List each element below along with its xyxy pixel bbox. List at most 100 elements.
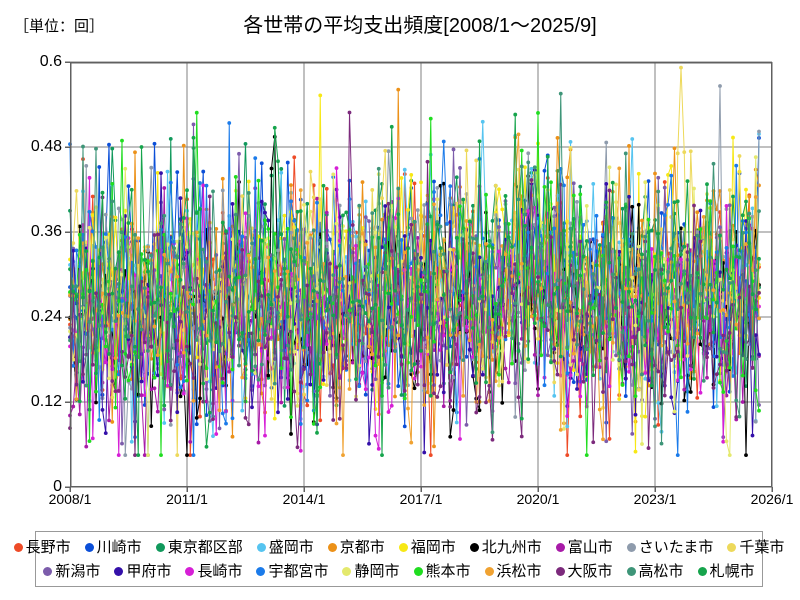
legend-item[interactable]: 千葉市 (727, 538, 784, 556)
y-axis-tick-label: 0.48 (30, 138, 62, 155)
series-marker (90, 213, 95, 217)
series-marker (279, 348, 284, 353)
legend-item[interactable]: 大阪市 (555, 562, 613, 580)
legend-item[interactable]: 長野市 (13, 538, 71, 556)
series-marker (94, 389, 98, 394)
series-marker (571, 193, 576, 198)
series-marker (243, 273, 248, 278)
series-marker (493, 183, 498, 188)
legend-item[interactable]: 宇都宮市 (256, 562, 328, 580)
series-marker (464, 219, 469, 223)
legend-marker-icon (626, 542, 636, 552)
series-marker (419, 255, 423, 260)
legend-item[interactable]: 浜松市 (484, 562, 542, 580)
series-marker (103, 360, 108, 365)
legend-item[interactable]: さいたま市 (626, 538, 713, 556)
series-marker (94, 291, 98, 296)
series-marker (714, 235, 719, 240)
legend-item[interactable]: 川崎市 (84, 538, 142, 556)
series-marker (558, 354, 563, 359)
series-marker (458, 311, 462, 315)
series-marker (627, 305, 631, 310)
series-marker (198, 181, 202, 185)
legend-item[interactable]: 富山市 (555, 538, 613, 556)
series-marker (438, 224, 443, 229)
series-marker (558, 91, 563, 96)
series-group (68, 65, 761, 458)
series-marker (620, 330, 625, 335)
series-marker (347, 387, 352, 391)
series-marker (367, 355, 371, 360)
series-marker (331, 273, 336, 278)
legend-item[interactable]: 福岡市 (398, 538, 456, 556)
series-marker (656, 175, 661, 180)
series-marker (419, 278, 423, 282)
series-marker (669, 306, 674, 311)
series-marker (175, 274, 180, 279)
series-marker (432, 391, 436, 396)
legend-item[interactable]: 甲府市 (114, 562, 171, 580)
series-marker (113, 266, 118, 271)
series-marker (263, 277, 267, 282)
legend-row-2: 新潟市 甲府市 長崎市 宇都宮市 静岡市 熊本市 浜松市 大阪市 高松市 札幌市 (36, 559, 762, 583)
series-marker (217, 426, 222, 431)
legend-item[interactable]: 札幌市 (697, 562, 755, 580)
series-marker (568, 244, 573, 249)
series-marker (578, 215, 583, 220)
series-marker (308, 236, 313, 240)
series-marker (412, 181, 417, 186)
series-marker (217, 268, 222, 273)
series-marker (607, 188, 612, 193)
series-marker (555, 278, 560, 283)
series-marker (360, 231, 365, 236)
series-marker (185, 453, 189, 458)
chart-canvas (65, 61, 773, 492)
legend-item[interactable]: 高松市 (626, 562, 684, 580)
series-marker (435, 222, 440, 227)
series-marker (214, 253, 219, 257)
series-marker (653, 424, 657, 429)
series-marker (552, 380, 557, 385)
series-marker (461, 358, 466, 363)
series-marker (646, 446, 651, 450)
series-marker (246, 179, 251, 184)
series-marker (701, 315, 706, 320)
series-marker (614, 275, 618, 280)
legend-item[interactable]: 北九州市 (469, 538, 542, 556)
series-marker (545, 154, 550, 159)
series-marker (516, 310, 521, 315)
series-marker (243, 141, 248, 146)
series-marker (552, 283, 557, 287)
series-marker (656, 369, 661, 374)
series-marker (227, 286, 232, 290)
series-marker (656, 401, 661, 405)
series-marker (344, 210, 349, 215)
legend-item[interactable]: 静岡市 (342, 562, 400, 580)
series-marker (146, 259, 150, 263)
legend-item[interactable]: 熊本市 (413, 562, 471, 580)
series-marker (328, 393, 332, 398)
series-marker (675, 253, 680, 258)
series-marker (285, 226, 290, 231)
series-marker (497, 383, 501, 388)
series-marker (266, 218, 271, 223)
legend-item[interactable]: 盛岡市 (256, 538, 314, 556)
series-marker (695, 230, 700, 234)
series-marker (633, 335, 638, 340)
series-marker (133, 453, 137, 458)
series-marker (110, 379, 115, 383)
legend-item[interactable]: 新潟市 (43, 562, 100, 580)
series-marker (152, 386, 157, 391)
series-marker (601, 331, 605, 335)
series-marker (373, 433, 378, 438)
series-marker (617, 357, 622, 362)
legend-item[interactable]: 東京都区部 (155, 538, 243, 556)
series-marker (211, 308, 215, 313)
series-marker (539, 241, 544, 246)
legend-item[interactable]: 京都市 (327, 538, 385, 556)
series-marker (386, 291, 391, 296)
series-marker (425, 222, 430, 227)
series-marker (350, 300, 355, 305)
series-marker (175, 410, 180, 415)
legend-item[interactable]: 長崎市 (185, 562, 242, 580)
